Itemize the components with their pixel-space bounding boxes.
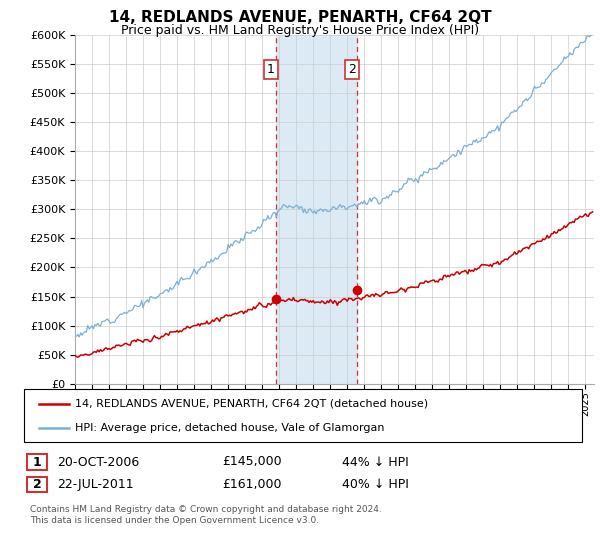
Text: HPI: Average price, detached house, Vale of Glamorgan: HPI: Average price, detached house, Vale… — [75, 423, 385, 433]
Text: 40% ↓ HPI: 40% ↓ HPI — [342, 478, 409, 491]
Text: Price paid vs. HM Land Registry's House Price Index (HPI): Price paid vs. HM Land Registry's House … — [121, 24, 479, 36]
Text: £161,000: £161,000 — [222, 478, 281, 491]
Text: 2: 2 — [32, 478, 41, 491]
Text: 2: 2 — [348, 63, 356, 76]
Text: 1: 1 — [32, 455, 41, 469]
Text: £145,000: £145,000 — [222, 455, 281, 469]
Text: 20-OCT-2006: 20-OCT-2006 — [57, 455, 139, 469]
Text: 14, REDLANDS AVENUE, PENARTH, CF64 2QT: 14, REDLANDS AVENUE, PENARTH, CF64 2QT — [109, 10, 491, 25]
Text: 22-JUL-2011: 22-JUL-2011 — [57, 478, 134, 491]
Text: 44% ↓ HPI: 44% ↓ HPI — [342, 455, 409, 469]
Bar — [276, 35, 356, 384]
Text: Contains HM Land Registry data © Crown copyright and database right 2024.
This d: Contains HM Land Registry data © Crown c… — [30, 505, 382, 525]
Text: 1: 1 — [267, 63, 275, 76]
Text: 14, REDLANDS AVENUE, PENARTH, CF64 2QT (detached house): 14, REDLANDS AVENUE, PENARTH, CF64 2QT (… — [75, 399, 428, 409]
